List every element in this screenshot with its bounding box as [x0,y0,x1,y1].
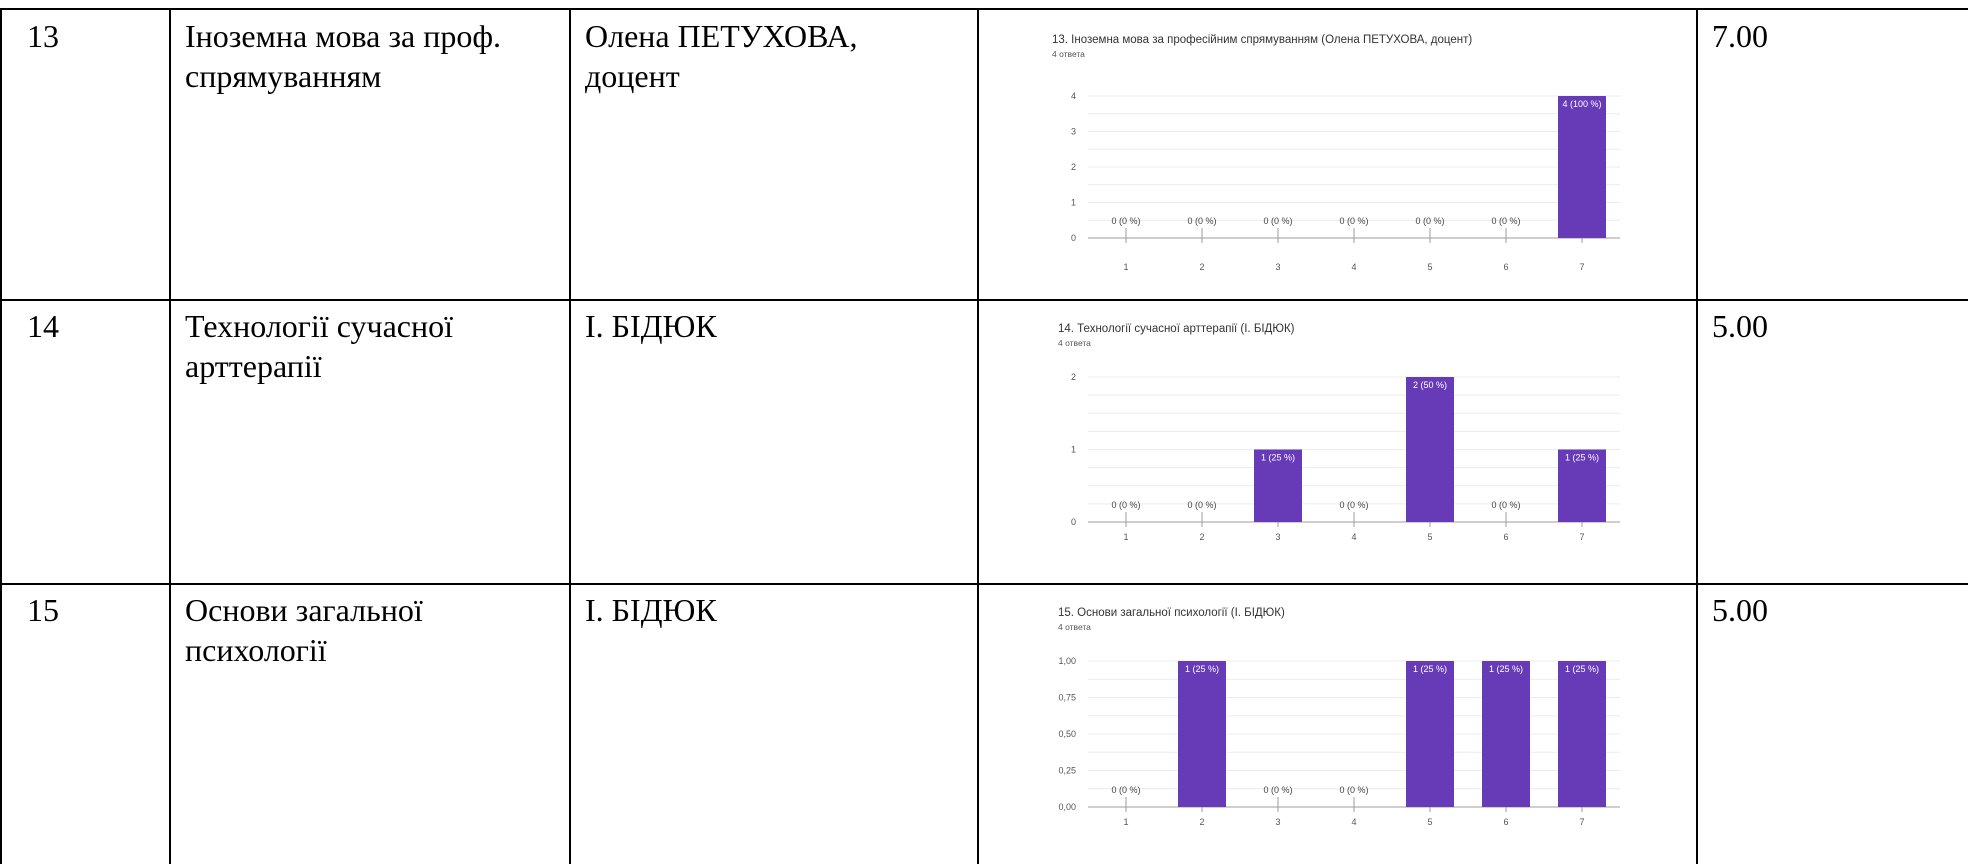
x-tick-label: 1 [1123,817,1128,827]
y-tick-label: 1 [1071,445,1076,455]
x-tick-label: 3 [1275,532,1280,542]
y-tick-label: 3 [1071,127,1076,137]
chart-title: 15. Основи загальної психології (І. БІДЮ… [1058,607,1285,619]
data-label: 1 (25 %) [1565,453,1599,463]
x-tick-label: 3 [1275,817,1280,827]
x-tick-label: 1 [1123,262,1128,272]
data-label: 1 (25 %) [1489,664,1523,674]
y-tick-label: 0 [1071,517,1076,527]
data-label: 0 (0 %) [1263,785,1292,795]
x-tick-label: 2 [1199,817,1204,827]
teacher-name: Олена ПЕТУХОВА, доцент [585,18,858,94]
column-divider [569,8,571,864]
subject-name: Основи загальної психології [185,592,423,668]
column-divider [169,8,171,864]
row-divider [0,299,1968,301]
row-number: 14 [27,308,59,344]
x-tick-label: 7 [1579,262,1584,272]
bar [1406,377,1454,522]
row-number: 13 [27,18,59,54]
y-tick-label: 2 [1071,162,1076,172]
data-label: 0 (0 %) [1263,216,1292,226]
teacher-name: І. БІДЮК [585,592,717,628]
chart-title: 14. Технології сучасної арттерапії (І. Б… [1058,323,1295,335]
average-score: 5.00 [1712,592,1768,628]
y-tick-label: 4 [1071,91,1076,101]
data-label: 0 (0 %) [1415,216,1444,226]
x-tick-label: 5 [1427,262,1432,272]
x-tick-label: 3 [1275,262,1280,272]
chart-title: 13. Іноземна мова за професійним спрямув… [1052,34,1472,46]
x-tick-label: 2 [1199,532,1204,542]
x-tick-label: 6 [1503,262,1508,272]
chart-svg: 14. Технології сучасної арттерапії (І. Б… [1058,323,1620,542]
bar-chart-13: 13. Іноземна мова за професійним спрямув… [1038,12,1640,272]
data-label: 0 (0 %) [1339,500,1368,510]
bar [1558,661,1606,807]
data-label: 0 (0 %) [1187,500,1216,510]
column-divider [1696,8,1698,864]
data-label: 1 (25 %) [1261,453,1295,463]
y-tick-label: 1,00 [1058,656,1076,666]
x-tick-label: 7 [1579,532,1584,542]
x-tick-label: 4 [1351,262,1356,272]
chart-subtitle: 4 ответа [1058,622,1091,632]
bar [1178,661,1226,807]
column-divider [977,8,979,864]
x-tick-label: 5 [1427,532,1432,542]
y-tick-label: 2 [1071,372,1076,382]
bar-chart-14: 14. Технології сучасної арттерапії (І. Б… [1038,302,1640,578]
data-label: 0 (0 %) [1339,785,1368,795]
y-tick-label: 0 [1071,233,1076,243]
chart-svg: 15. Основи загальної психології (І. БІДЮ… [1058,607,1620,827]
bar [1254,449,1302,522]
x-tick-label: 6 [1503,817,1508,827]
data-label: 1 (25 %) [1413,664,1447,674]
data-label: 2 (50 %) [1413,380,1447,390]
bar [1482,661,1530,807]
data-label: 0 (0 %) [1111,500,1140,510]
data-label: 1 (25 %) [1185,664,1219,674]
data-label: 0 (0 %) [1339,216,1368,226]
data-label: 0 (0 %) [1491,500,1520,510]
data-label: 1 (25 %) [1565,664,1599,674]
y-tick-label: 0,75 [1058,693,1076,703]
row-divider [0,583,1968,585]
y-tick-label: 0,00 [1058,802,1076,812]
chart-svg: 13. Іноземна мова за професійним спрямув… [1052,34,1620,272]
row-number: 15 [27,592,59,628]
teacher-name: І. БІДЮК [585,308,717,344]
data-label: 0 (0 %) [1491,216,1520,226]
y-tick-label: 0,50 [1058,729,1076,739]
bar [1558,449,1606,522]
subject-name: Технології сучасної арттерапії [185,308,453,384]
x-tick-label: 1 [1123,532,1128,542]
data-label: 0 (0 %) [1111,216,1140,226]
chart-subtitle: 4 ответа [1052,49,1085,59]
x-tick-label: 4 [1351,532,1356,542]
data-label: 0 (0 %) [1187,216,1216,226]
column-divider [0,8,2,864]
data-label: 0 (0 %) [1111,785,1140,795]
chart-subtitle: 4 ответа [1058,338,1091,348]
average-score: 7.00 [1712,18,1768,54]
x-tick-label: 6 [1503,532,1508,542]
x-tick-label: 4 [1351,817,1356,827]
data-label: 4 (100 %) [1562,99,1601,109]
x-tick-label: 7 [1579,817,1584,827]
x-tick-label: 2 [1199,262,1204,272]
table-border-top [0,8,1968,10]
bar [1406,661,1454,807]
bar-chart-15: 15. Основи загальної психології (І. БІДЮ… [1038,588,1640,864]
y-tick-label: 1 [1071,198,1076,208]
bar [1558,96,1606,238]
x-tick-label: 5 [1427,817,1432,827]
average-score: 5.00 [1712,308,1768,344]
subject-name: Іноземна мова за проф. спрямуванням [185,18,502,94]
y-tick-label: 0,25 [1058,766,1076,776]
